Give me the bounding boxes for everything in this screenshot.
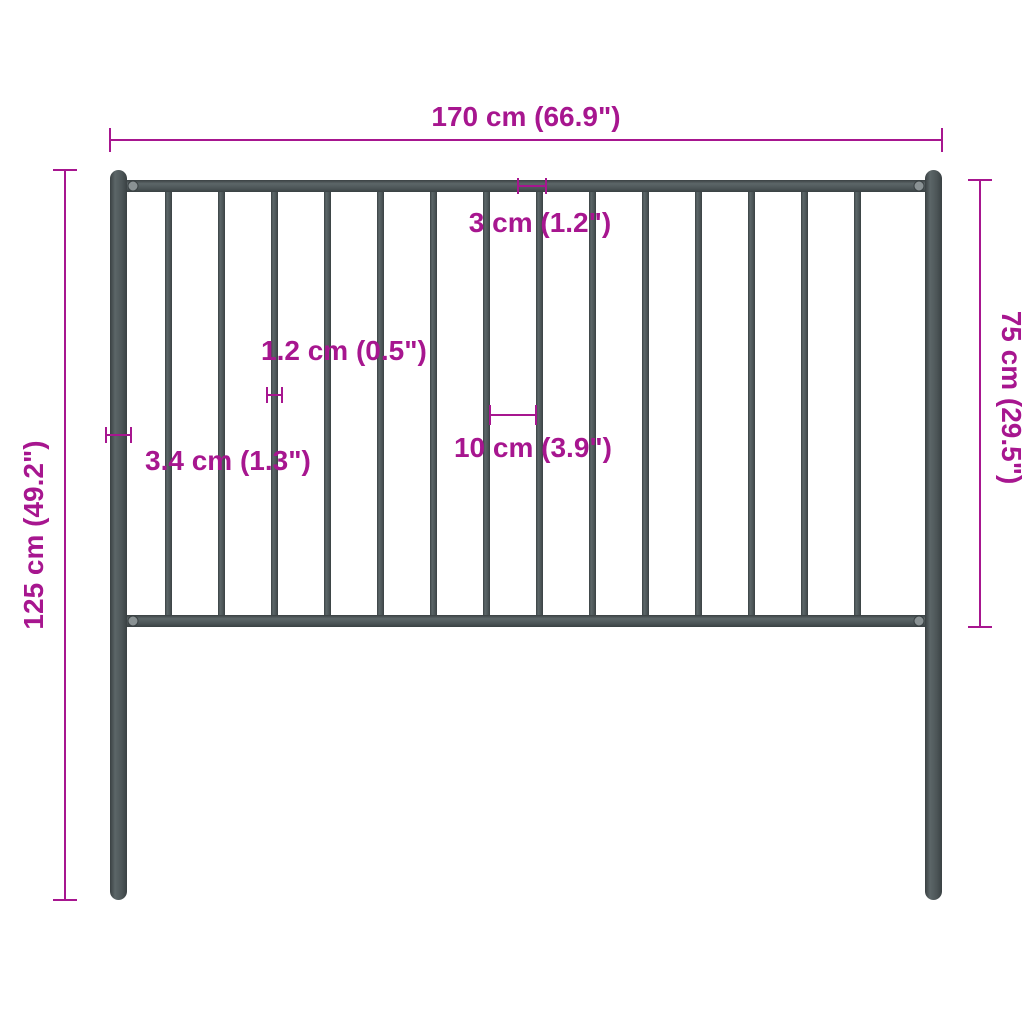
fence-picket <box>377 192 384 615</box>
dim-rail-label: 3 cm (1.2") <box>469 207 611 238</box>
dim-spacing-label: 10 cm (3.9") <box>454 432 612 463</box>
dimension-diagram: 170 cm (66.9") 125 cm (49.2") 75 cm (29.5"… <box>0 0 1024 1024</box>
dim-height-panel-label: 75 cm (29.5") <box>996 311 1024 485</box>
fence-picket <box>536 192 543 615</box>
fence-bolt <box>128 616 138 626</box>
fence-picket <box>801 192 808 615</box>
fence-picket <box>271 192 278 615</box>
fence-post <box>110 170 127 900</box>
fence-picket <box>483 192 490 615</box>
fence-picket <box>218 192 225 615</box>
dim-picket-thick-label: 1.2 cm (0.5") <box>261 335 427 366</box>
fence-bolt <box>914 181 924 191</box>
fence-picket <box>642 192 649 615</box>
fence-rail-bottom <box>127 615 925 627</box>
fence-picket <box>430 192 437 615</box>
dim-height-full-label: 125 cm (49.2") <box>18 440 49 629</box>
fence-bolt <box>128 181 138 191</box>
fence-picket <box>748 192 755 615</box>
fence-picket <box>589 192 596 615</box>
dim-post-thick-label: 3.4 cm (1.3") <box>145 445 311 476</box>
fence-picket <box>165 192 172 615</box>
fence-picket <box>854 192 861 615</box>
fence-post <box>925 170 942 900</box>
fence-bolt <box>914 616 924 626</box>
fence-picket <box>324 192 331 615</box>
dim-width-label: 170 cm (66.9") <box>431 101 620 132</box>
fence-picket <box>695 192 702 615</box>
